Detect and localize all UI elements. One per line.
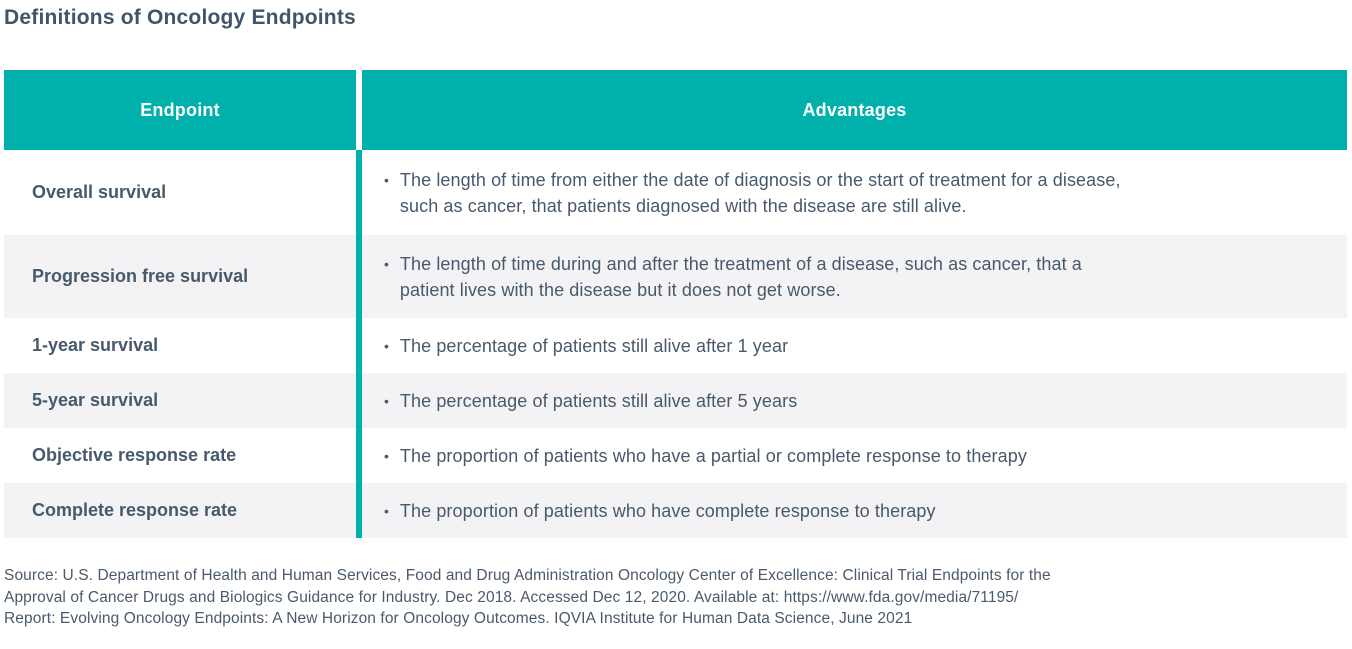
bullet-icon: • — [384, 171, 389, 188]
bullet-icon: • — [384, 255, 389, 272]
table-row: Progression free survival • The length o… — [4, 235, 1347, 318]
endpoint-cell: Complete response rate — [32, 500, 238, 520]
advantage-cell: • The length of time during and after th… — [362, 235, 1347, 318]
advantage-text: The proportion of patients who have comp… — [400, 498, 936, 524]
advantage-line: The proportion of patients who have comp… — [399, 500, 936, 521]
header-column-gap — [356, 70, 362, 150]
column-divider — [356, 373, 362, 428]
source-notes: Source: U.S. Department of Health and Hu… — [4, 565, 1344, 630]
advantage-text: The percentage of patients still alive a… — [400, 388, 797, 414]
endpoint-cell: Progression free survival — [32, 266, 249, 286]
endpoint-cell: 5-year survival — [32, 390, 159, 410]
source-line-1: Source: U.S. Department of Health and Hu… — [4, 567, 1051, 584]
advantage-cell: • The percentage of patients still alive… — [362, 318, 1347, 373]
advantage-text: The percentage of patients still alive a… — [400, 333, 788, 359]
oncology-endpoints-table: Endpoint Advantages Overall survival • T… — [4, 70, 1347, 538]
table-row: Objective response rate • The proportion… — [4, 428, 1347, 483]
table-body: Overall survival • The length of time fr… — [4, 150, 1347, 538]
advantage-text: The proportion of patients who have a pa… — [400, 443, 1027, 469]
bullet-icon: • — [384, 337, 389, 354]
bullet-icon: • — [384, 392, 389, 409]
endpoint-cell: 1-year survival — [32, 335, 159, 355]
column-divider — [356, 235, 362, 318]
bullet-icon: • — [384, 447, 389, 464]
column-divider — [356, 428, 362, 483]
column-header-advantages: Advantages — [362, 70, 1347, 150]
column-divider — [356, 318, 362, 373]
table-row: Overall survival • The length of time fr… — [4, 150, 1347, 235]
column-divider — [356, 150, 362, 235]
report-line: Report: Evolving Oncology Endpoints: A N… — [4, 610, 913, 627]
endpoint-cell: Overall survival — [32, 182, 167, 202]
table-row: 5-year survival • The percentage of pati… — [4, 373, 1347, 428]
advantage-line: The length of time during and after the … — [399, 253, 1082, 274]
table-row: 1-year survival • The percentage of pati… — [4, 318, 1347, 373]
advantage-cell: • The proportion of patients who have a … — [362, 428, 1347, 483]
advantage-cell: • The length of time from either the dat… — [362, 150, 1347, 235]
column-header-endpoint: Endpoint — [4, 70, 356, 150]
advantage-line: patient lives with the disease but it do… — [399, 279, 841, 300]
table-header-row: Endpoint Advantages — [4, 70, 1347, 150]
advantage-cell: • The proportion of patients who have co… — [362, 483, 1347, 538]
advantage-cell: • The percentage of patients still alive… — [362, 373, 1347, 428]
advantage-text: The length of time during and after the … — [400, 251, 1082, 303]
page-title: Definitions of Oncology Endpoints — [4, 6, 356, 29]
advantage-line: such as cancer, that patients diagnosed … — [399, 195, 967, 216]
advantage-line: The percentage of patients still alive a… — [399, 390, 798, 411]
advantage-text: The length of time from either the date … — [400, 167, 1121, 219]
source-line-2: Approval of Cancer Drugs and Biologics G… — [4, 588, 1019, 606]
column-divider — [356, 483, 362, 538]
advantage-line: The length of time from either the date … — [399, 169, 1121, 190]
bullet-icon: • — [384, 502, 389, 519]
table-row: Complete response rate • The proportion … — [4, 483, 1347, 538]
advantage-line: The proportion of patients who have a pa… — [399, 445, 1027, 466]
endpoint-cell: Objective response rate — [32, 445, 237, 465]
advantage-line: The percentage of patients still alive a… — [399, 335, 789, 356]
